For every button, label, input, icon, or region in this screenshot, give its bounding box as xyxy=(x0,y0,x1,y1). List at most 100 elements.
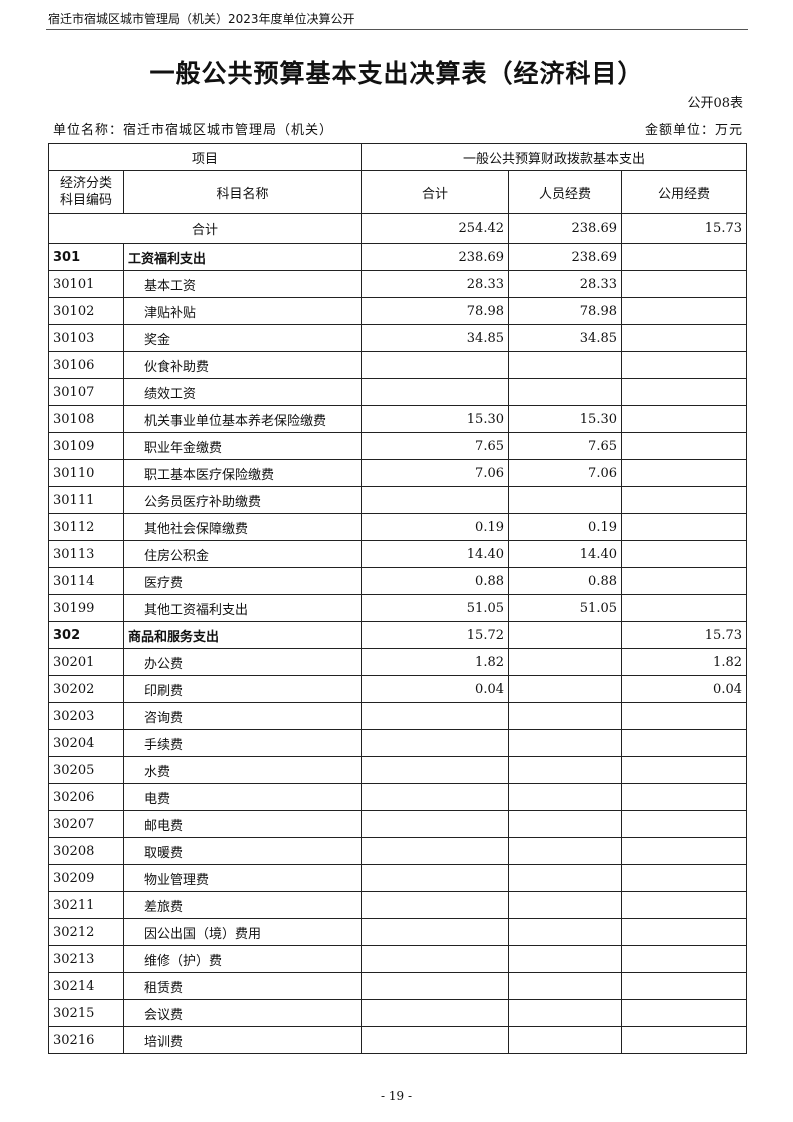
cell-public xyxy=(621,297,747,325)
cell-name: 物业管理费 xyxy=(123,864,362,892)
cell-name: 取暖费 xyxy=(123,837,362,865)
cell-total xyxy=(361,918,509,946)
table-row: 30209 物业管理费 xyxy=(48,864,747,892)
cell-public xyxy=(621,567,747,595)
table-row: 30216 培训费 xyxy=(48,1026,747,1054)
cell-code: 30110 xyxy=(48,459,124,487)
total-personnel: 238.69 xyxy=(508,213,622,244)
col-header-name: 科目名称 xyxy=(123,170,362,214)
table-row: 30213 维修（护）费 xyxy=(48,945,747,973)
table-number: 公开08表 xyxy=(687,96,743,111)
table-row: 30207 邮电费 xyxy=(48,810,747,838)
cell-total: 15.72 xyxy=(361,621,509,649)
cell-public xyxy=(621,864,747,892)
cell-personnel: 14.40 xyxy=(508,540,622,568)
cell-total: 238.69 xyxy=(361,243,509,271)
cell-personnel xyxy=(508,1026,622,1054)
cell-name: 差旅费 xyxy=(123,891,362,919)
cell-personnel xyxy=(508,486,622,514)
cell-personnel: 78.98 xyxy=(508,297,622,325)
cell-name: 奖金 xyxy=(123,324,362,352)
cell-personnel: 28.33 xyxy=(508,270,622,298)
cell-code: 30205 xyxy=(48,756,124,784)
table-row: 30206 电费 xyxy=(48,783,747,811)
cell-personnel xyxy=(508,891,622,919)
cell-code: 30209 xyxy=(48,864,124,892)
cell-public xyxy=(621,729,747,757)
col-header-personnel: 人员经费 xyxy=(508,170,622,214)
cell-personnel: 0.88 xyxy=(508,567,622,595)
table-row: 30199 其他工资福利支出 51.05 51.05 xyxy=(48,594,747,622)
cell-name: 职工基本医疗保险缴费 xyxy=(123,459,362,487)
cell-personnel xyxy=(508,999,622,1027)
cell-total: 0.19 xyxy=(361,513,509,541)
cell-public xyxy=(621,459,747,487)
cell-total: 34.85 xyxy=(361,324,509,352)
cell-code: 30202 xyxy=(48,675,124,703)
cell-public xyxy=(621,837,747,865)
cell-public xyxy=(621,918,747,946)
cell-total xyxy=(361,999,509,1027)
table-row: 30204 手续费 xyxy=(48,729,747,757)
cell-name: 商品和服务支出 xyxy=(123,621,362,649)
table-row: 30215 会议费 xyxy=(48,999,747,1027)
cell-code: 30103 xyxy=(48,324,124,352)
page-number: - 19 - xyxy=(380,1089,412,1103)
cell-public xyxy=(621,999,747,1027)
table-row: 30203 咨询费 xyxy=(48,702,747,730)
cell-name: 印刷费 xyxy=(123,675,362,703)
cell-code: 30112 xyxy=(48,513,124,541)
cell-personnel xyxy=(508,351,622,379)
cell-code: 30215 xyxy=(48,999,124,1027)
expenditure-table: 项目 一般公共预算财政拨款基本支出 经济分类 科目编码 科目名称 合计 人员经费 … xyxy=(48,143,747,1054)
cell-total xyxy=(361,783,509,811)
cell-name: 伙食补助费 xyxy=(123,351,362,379)
cell-name: 租赁费 xyxy=(123,972,362,1000)
table-row: 30202 印刷费 0.04 0.04 xyxy=(48,675,747,703)
cell-name: 维修（护）费 xyxy=(123,945,362,973)
cell-personnel: 0.19 xyxy=(508,513,622,541)
cell-name: 绩效工资 xyxy=(123,378,362,406)
cell-code: 30206 xyxy=(48,783,124,811)
cell-code: 30212 xyxy=(48,918,124,946)
cell-code: 30111 xyxy=(48,486,124,514)
cell-personnel xyxy=(508,972,622,1000)
cell-public xyxy=(621,594,747,622)
cell-personnel: 15.30 xyxy=(508,405,622,433)
cell-total: 0.88 xyxy=(361,567,509,595)
cell-code: 30207 xyxy=(48,810,124,838)
cell-public xyxy=(621,324,747,352)
cell-code: 30208 xyxy=(48,837,124,865)
cell-name: 津贴补贴 xyxy=(123,297,362,325)
cell-total xyxy=(361,756,509,784)
cell-name: 医疗费 xyxy=(123,567,362,595)
cell-code: 30211 xyxy=(48,891,124,919)
cell-code: 30109 xyxy=(48,432,124,460)
cell-name: 手续费 xyxy=(123,729,362,757)
cell-public xyxy=(621,405,747,433)
cell-total xyxy=(361,702,509,730)
cell-name: 培训费 xyxy=(123,1026,362,1054)
table-row: 30112 其他社会保障缴费 0.19 0.19 xyxy=(48,513,747,541)
cell-name: 会议费 xyxy=(123,999,362,1027)
column-header-row: 经济分类 科目编码 科目名称 合计 人员经费 公用经费 xyxy=(48,170,747,214)
cell-personnel xyxy=(508,918,622,946)
cell-total: 7.65 xyxy=(361,432,509,460)
cell-public xyxy=(621,513,747,541)
cell-total: 7.06 xyxy=(361,459,509,487)
cell-code: 30213 xyxy=(48,945,124,973)
cell-personnel: 34.85 xyxy=(508,324,622,352)
cell-personnel xyxy=(508,864,622,892)
cell-public xyxy=(621,243,747,271)
cell-code: 30101 xyxy=(48,270,124,298)
cell-total: 1.82 xyxy=(361,648,509,676)
cell-name: 职业年金缴费 xyxy=(123,432,362,460)
total-total: 254.42 xyxy=(361,213,509,244)
cell-name: 住房公积金 xyxy=(123,540,362,568)
cell-name: 邮电费 xyxy=(123,810,362,838)
cell-total xyxy=(361,891,509,919)
cell-name: 水费 xyxy=(123,756,362,784)
cell-code: 30114 xyxy=(48,567,124,595)
cell-public xyxy=(621,756,747,784)
table-row: 30211 差旅费 xyxy=(48,891,747,919)
